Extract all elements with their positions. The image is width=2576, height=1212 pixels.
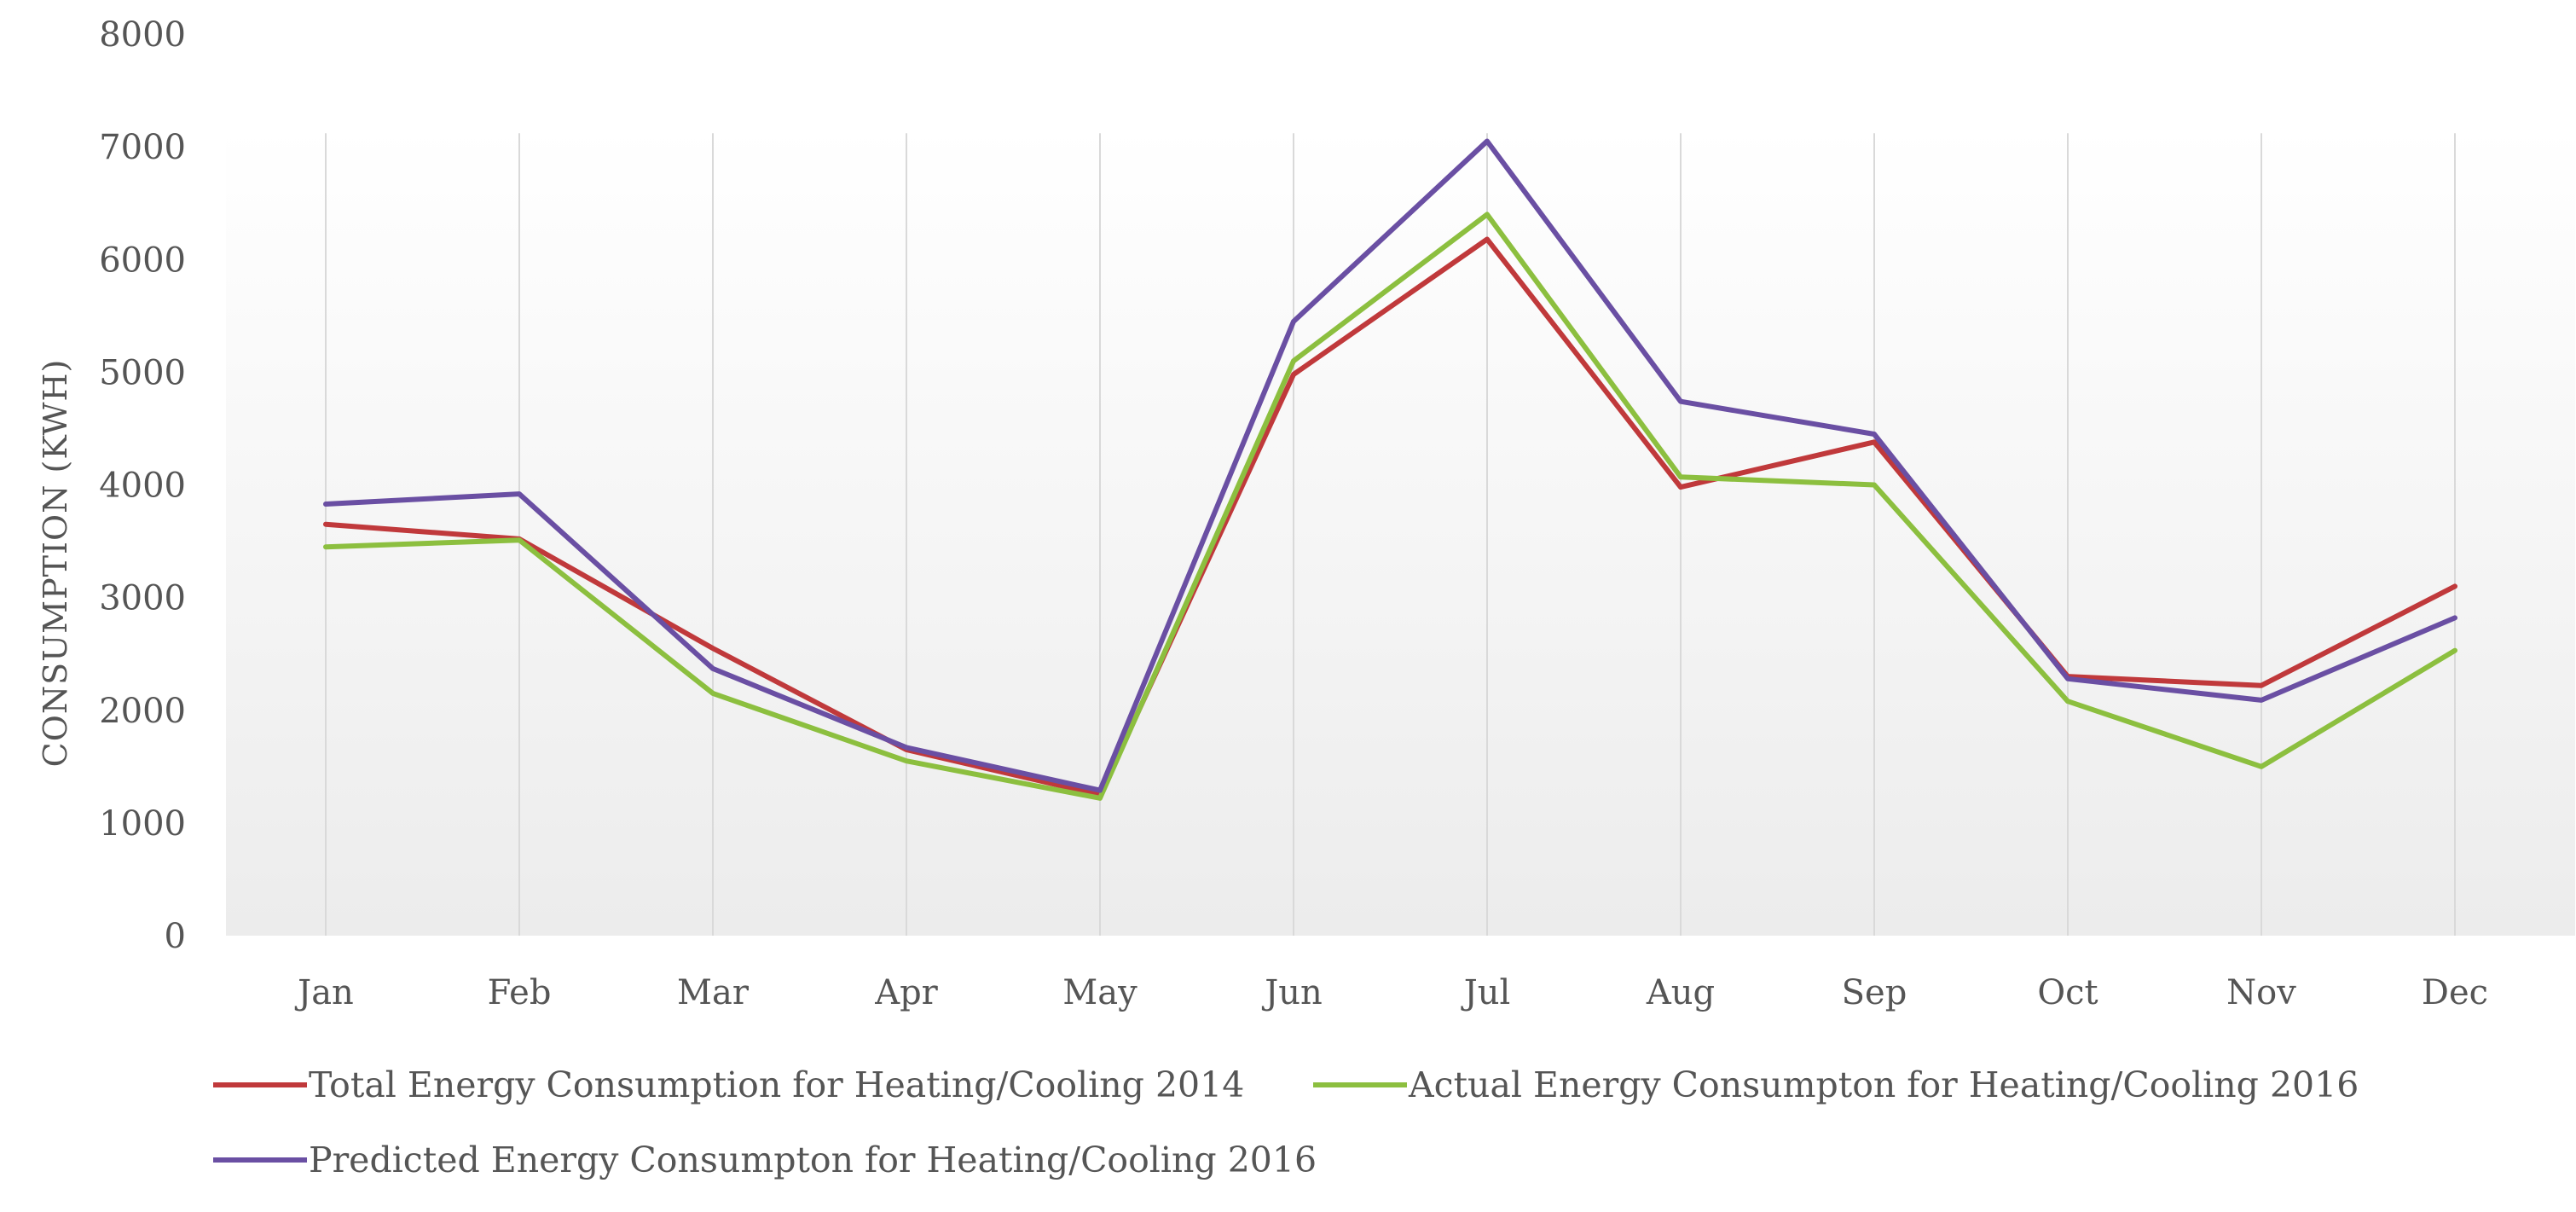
x-tick-label: Aug	[1646, 973, 1715, 1012]
x-tick-label: Mar	[677, 973, 750, 1012]
legend: Total Energy Consumption for Heating/Coo…	[213, 1064, 2359, 1180]
y-tick-label: 5000	[99, 353, 186, 392]
x-tick-label: Feb	[488, 973, 552, 1012]
x-tick-label: May	[1062, 973, 1137, 1012]
y-tick-label: 2000	[99, 692, 186, 731]
legend-label-2: Actual Energy Consumpton for Heating/Coo…	[1408, 1064, 2359, 1105]
x-tick-label: Dec	[2422, 973, 2488, 1012]
x-tick-label: Jan	[294, 973, 354, 1012]
y-tick-label: 3000	[99, 579, 186, 618]
y-tick-label: 8000	[99, 15, 186, 55]
y-tick-label: 4000	[99, 467, 186, 506]
x-tick-label: Jun	[1261, 973, 1323, 1012]
y-axis-title: CONSUMPTION (KWH)	[37, 359, 74, 768]
legend-label-1: Total Energy Consumption for Heating/Coo…	[309, 1064, 1244, 1105]
x-tick-label: Jul	[1461, 973, 1511, 1012]
x-tick-label: Apr	[874, 973, 938, 1012]
x-tick-label: Sep	[1842, 973, 1907, 1012]
y-tick-label: 6000	[99, 241, 186, 280]
x-axis: Jan Feb Mar Apr May Jun Jul Aug Sep Oct Nov Dec	[294, 973, 2488, 1012]
y-axis: 0 1000 2000 3000 4000 5000 6000 7000 8000	[99, 15, 186, 956]
y-tick-label: 7000	[99, 128, 186, 167]
x-tick-label: Nov	[2226, 973, 2296, 1012]
legend-label-3: Predicted Energy Consumpton for Heating/…	[309, 1140, 1317, 1180]
plot-area	[226, 128, 2575, 936]
x-tick-label: Oct	[2037, 973, 2098, 1012]
y-tick-label: 0	[165, 917, 186, 956]
y-tick-label: 1000	[99, 804, 186, 844]
